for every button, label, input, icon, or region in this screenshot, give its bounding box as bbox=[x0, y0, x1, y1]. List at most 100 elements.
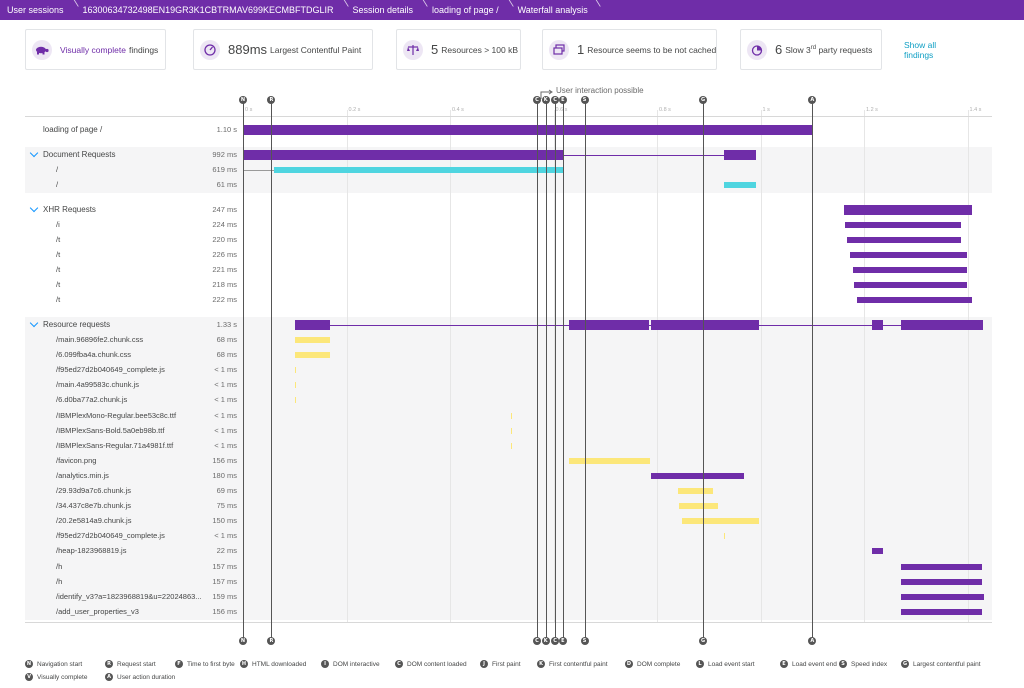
request-row-label[interactable]: /favicon.png bbox=[56, 455, 97, 465]
timing-bar[interactable] bbox=[901, 608, 982, 615]
timing-bar[interactable] bbox=[724, 533, 726, 540]
marker-c-top[interactable]: C bbox=[532, 96, 541, 104]
marker-r-top[interactable]: R bbox=[267, 96, 276, 104]
timing-bar[interactable] bbox=[901, 593, 984, 600]
request-row-label[interactable]: /f95ed27d2b040649_complete.js bbox=[56, 531, 165, 541]
request-row-label[interactable]: /t bbox=[56, 249, 61, 259]
request-row-label[interactable]: /main.96896fe2.chunk.css bbox=[56, 335, 144, 344]
breadcrumb-user-action[interactable]: loading of page / bbox=[425, 0, 511, 20]
request-row-label[interactable]: /t bbox=[56, 265, 61, 274]
request-row-label[interactable]: /identify_v3?a=1823968819&u=22024863... bbox=[56, 591, 202, 601]
timing-bar[interactable] bbox=[294, 352, 330, 359]
group-row-label[interactable]: Document Requests bbox=[43, 149, 116, 159]
request-row-label[interactable]: /IBMPlexSans-Regular.71a4981f.ttf bbox=[56, 440, 174, 450]
request-row-label[interactable]: /6.099fba4a.chunk.css bbox=[56, 350, 132, 360]
connector-line bbox=[563, 154, 725, 156]
marker-g-bottom[interactable]: G bbox=[699, 637, 708, 645]
marker-line-k bbox=[545, 103, 547, 641]
breadcrumb-session-id[interactable]: 16300634732498EN19GR3K1CBTRMAV699KECMBFT… bbox=[76, 0, 346, 20]
request-row-label[interactable]: /h bbox=[56, 561, 63, 571]
request-row-label[interactable]: /heap-1823968819.js bbox=[56, 546, 127, 556]
timing-bar[interactable] bbox=[651, 472, 745, 479]
finding-visually-complete[interactable]: Visually complete findings bbox=[25, 29, 166, 70]
marker-a-top[interactable]: A bbox=[808, 96, 817, 104]
group-row-label[interactable]: loading of page / bbox=[43, 125, 103, 134]
marker-c-bottom[interactable]: C bbox=[551, 637, 560, 645]
request-row-label[interactable]: /t bbox=[56, 295, 61, 305]
row-duration: 222 ms bbox=[212, 295, 237, 305]
timing-bar[interactable] bbox=[901, 319, 983, 330]
marker-k-top[interactable]: K bbox=[541, 96, 550, 104]
timing-bar[interactable] bbox=[677, 488, 714, 494]
request-row-label[interactable]: /main.4a99583c.chunk.js bbox=[56, 380, 139, 390]
timing-bar[interactable] bbox=[511, 412, 513, 419]
timing-bar[interactable] bbox=[294, 397, 296, 404]
request-row-label[interactable]: /IBMPlexSans-Bold.5a0eb98b.ttf bbox=[56, 425, 165, 435]
breadcrumb-user-sessions[interactable]: User sessions bbox=[0, 0, 76, 20]
marker-s-bottom[interactable]: S bbox=[580, 637, 589, 645]
legend-item: V Visually complete bbox=[25, 673, 87, 681]
timing-bar[interactable] bbox=[511, 442, 513, 449]
request-row-label[interactable]: /34.437c8e7b.chunk.js bbox=[56, 501, 132, 511]
timing-bar[interactable] bbox=[569, 319, 650, 330]
timing-bar[interactable] bbox=[852, 267, 967, 273]
finding-not-cached[interactable]: 1 Resource seems to be not cached bbox=[542, 29, 717, 70]
timing-bar[interactable] bbox=[294, 319, 330, 330]
timing-bar[interactable] bbox=[844, 221, 961, 228]
timing-bar[interactable] bbox=[844, 204, 973, 215]
timing-bar[interactable] bbox=[651, 319, 760, 330]
breadcrumb-session-details[interactable]: Session details bbox=[346, 0, 426, 20]
request-row-label[interactable]: /6.d0ba77a2.chunk.js bbox=[56, 395, 128, 405]
timing-bar[interactable] bbox=[850, 251, 967, 258]
finding-large-resources[interactable]: 5 Resources > 100 kB bbox=[396, 29, 521, 70]
timing-bar[interactable] bbox=[243, 149, 564, 160]
marker-c-bottom[interactable]: C bbox=[532, 637, 541, 645]
show-all-findings-link[interactable]: Show all findings bbox=[904, 40, 937, 60]
timing-bar[interactable] bbox=[724, 149, 757, 160]
finding-lcp[interactable]: 889ms Largest Contentful Paint bbox=[193, 29, 373, 70]
request-row-label[interactable]: /29.93d9a7c6.chunk.js bbox=[56, 486, 132, 495]
marker-e-bottom[interactable]: E bbox=[558, 637, 567, 645]
group-row-label[interactable]: Resource requests bbox=[43, 319, 111, 329]
timing-bar[interactable] bbox=[854, 282, 967, 289]
timing-bar[interactable] bbox=[274, 166, 564, 173]
request-row-label[interactable]: /t bbox=[56, 280, 61, 290]
timing-bar[interactable] bbox=[294, 367, 296, 374]
request-row-label[interactable]: /f95ed27d2b040649_complete.js bbox=[56, 365, 165, 375]
timing-bar[interactable] bbox=[847, 236, 962, 243]
timing-bar[interactable] bbox=[679, 503, 719, 510]
marker-a-bottom[interactable]: A bbox=[808, 637, 817, 645]
marker-r-bottom[interactable]: R bbox=[267, 637, 276, 645]
request-row-label[interactable]: / bbox=[56, 164, 59, 174]
timing-bar[interactable] bbox=[243, 125, 813, 135]
request-row-label[interactable]: /IBMPlexMono-Regular.bee53c8c.ttf bbox=[56, 410, 177, 420]
request-row-label[interactable]: / bbox=[56, 179, 59, 189]
request-row-label[interactable]: /analytics.min.js bbox=[56, 470, 109, 480]
timing-bar[interactable] bbox=[871, 319, 884, 330]
timing-bar[interactable] bbox=[871, 548, 884, 555]
timing-bar[interactable] bbox=[294, 382, 296, 389]
marker-g-top[interactable]: G bbox=[699, 96, 708, 104]
timing-bar[interactable] bbox=[569, 457, 650, 464]
request-row-label[interactable]: /i bbox=[56, 219, 60, 229]
marker-n-bottom[interactable]: N bbox=[239, 637, 247, 645]
timing-bar[interactable] bbox=[724, 181, 756, 188]
timing-bar[interactable] bbox=[294, 337, 330, 343]
timing-bar[interactable] bbox=[901, 578, 983, 585]
marker-k-bottom[interactable]: K bbox=[541, 637, 550, 645]
timing-bar[interactable] bbox=[901, 563, 983, 570]
finding-third-party[interactable]: 6 Slow 3rd party requests bbox=[740, 29, 882, 70]
expand-chevron-icon[interactable] bbox=[29, 203, 39, 212]
marker-n-top[interactable]: N bbox=[239, 96, 247, 104]
timing-bar[interactable] bbox=[856, 297, 972, 304]
request-row-label[interactable]: /h bbox=[56, 576, 63, 586]
marker-c-top[interactable]: C bbox=[551, 96, 560, 104]
request-row-label[interactable]: /20.2e5814a9.chunk.js bbox=[56, 516, 132, 526]
marker-s-top[interactable]: S bbox=[580, 96, 589, 104]
request-row-label[interactable]: /add_user_properties_v3 bbox=[56, 606, 139, 616]
request-row-label[interactable]: /t bbox=[56, 234, 61, 244]
timing-bar[interactable] bbox=[681, 518, 760, 525]
group-row-label[interactable]: XHR Requests bbox=[43, 204, 96, 214]
marker-e-top[interactable]: E bbox=[558, 96, 567, 104]
timing-bar[interactable] bbox=[511, 427, 513, 434]
